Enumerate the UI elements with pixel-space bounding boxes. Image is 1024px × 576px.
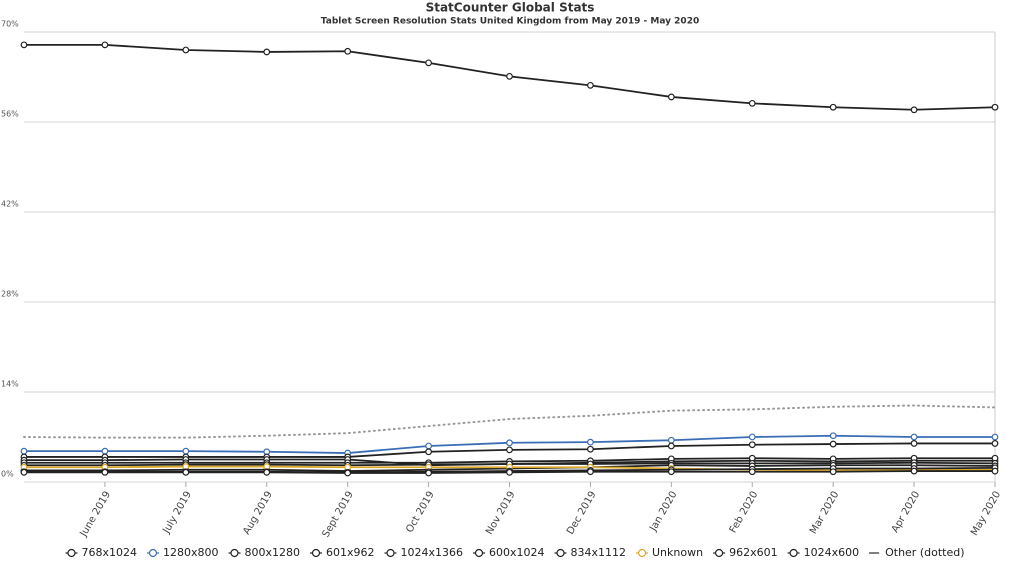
data-point [506, 72, 513, 80]
x-tick-label: Oct 2019 [404, 490, 436, 535]
data-point [506, 446, 513, 454]
legend-label: Unknown [652, 546, 703, 559]
legend-marker [556, 548, 565, 558]
x-tick-label: July 2019 [161, 490, 194, 537]
data-point [101, 41, 109, 49]
legend-label: Other (dotted) [885, 546, 964, 559]
y-tick-label: 0% [1, 470, 14, 479]
data-point [829, 103, 837, 111]
legend-marker [311, 548, 321, 558]
y-tick-label: 70% [1, 20, 19, 29]
data-point [991, 103, 999, 111]
x-tick-label: Nov 2019 [484, 490, 518, 537]
data-point [748, 433, 756, 441]
data-point [263, 468, 271, 476]
data-point [587, 468, 594, 476]
x-tick-label: Feb 2020 [728, 490, 761, 536]
legend-marker [637, 548, 647, 558]
data-point [910, 433, 918, 441]
data-point [991, 440, 999, 447]
data-point [101, 468, 109, 476]
legend-marker [714, 548, 724, 558]
data-point [667, 93, 675, 101]
data-point [667, 436, 675, 444]
data-point [829, 432, 837, 440]
data-point [667, 442, 675, 450]
data-point [20, 447, 28, 455]
legend-label: 768x1024 [81, 546, 137, 559]
data-point [991, 467, 999, 475]
legend-label: 962x601 [729, 546, 778, 559]
data-point [182, 447, 190, 455]
data-point [182, 46, 190, 54]
legend-marker [474, 548, 484, 558]
legend-item: 834x1112 [554, 546, 627, 559]
data-point [263, 48, 271, 56]
legend-label: 601x962 [326, 546, 375, 559]
data-point [20, 41, 28, 49]
data-point [748, 99, 756, 107]
x-tick-label: May 2020 [969, 490, 1003, 538]
data-point [344, 47, 352, 55]
data-point [425, 59, 432, 67]
legend-item: 1280x800 [146, 546, 219, 559]
legend-item: Unknown [636, 546, 703, 559]
y-tick-label: 28% [1, 290, 19, 299]
data-point [425, 448, 432, 456]
legend-marker [789, 548, 798, 558]
data-point [829, 468, 837, 476]
legend-item: 768x1024 [65, 546, 137, 559]
legend-item: 601x962 [309, 546, 375, 559]
y-tick-label: 14% [1, 380, 19, 389]
data-point [587, 445, 594, 453]
legend-item: 600x1024 [473, 546, 545, 559]
chart-subtitle: Tablet Screen Resolution Stats United Ki… [321, 17, 699, 27]
legend-item: 800x1280 [228, 546, 300, 559]
data-point [910, 467, 918, 475]
legend-label: 800x1280 [244, 546, 300, 559]
y-tick-label: 56% [1, 110, 19, 119]
chart-title: StatCounter Global Stats [426, 1, 595, 15]
data-point [506, 439, 513, 447]
data-point [101, 447, 109, 455]
legend-item: 1024x1366 [384, 546, 464, 559]
legend-marker [148, 548, 158, 558]
legend-item: 1024x600 [787, 546, 860, 559]
series-line [23, 404, 996, 439]
data-point [587, 438, 594, 446]
x-tick-label: Apr 2020 [890, 490, 922, 535]
data-point [748, 468, 756, 476]
x-tick-label: Jan 2020 [647, 490, 679, 535]
legend-label: 1024x1366 [401, 546, 464, 559]
data-point [587, 81, 594, 89]
legend-label: 1280x800 [163, 546, 219, 559]
legend-marker [67, 548, 76, 558]
legend-marker [230, 548, 239, 558]
legend-label: 834x1112 [571, 546, 627, 559]
data-point [991, 433, 999, 441]
data-point [182, 468, 190, 476]
legend-label: 600x1024 [489, 546, 545, 559]
x-tick-label: Sept 2019 [321, 490, 356, 540]
legend-item: Other (dotted) [869, 546, 965, 559]
data-point [20, 468, 28, 476]
data-point [667, 468, 675, 476]
data-point [748, 441, 756, 449]
x-tick-label: Mar 2020 [808, 490, 841, 537]
data-point [425, 442, 432, 450]
data-point [506, 468, 513, 476]
data-point [829, 440, 837, 448]
data-point [910, 440, 918, 447]
legend-item: 962x601 [713, 546, 778, 559]
x-tick-label: June 2019 [78, 490, 113, 540]
data-point [910, 106, 918, 114]
legend-label: 1024x600 [804, 546, 860, 559]
x-tick-label: Aug 2019 [241, 490, 275, 537]
data-point [425, 469, 432, 477]
x-tick-label: Dec 2019 [565, 490, 599, 537]
data-point [344, 469, 352, 477]
y-tick-label: 42% [1, 200, 19, 209]
legend-marker [386, 548, 395, 558]
